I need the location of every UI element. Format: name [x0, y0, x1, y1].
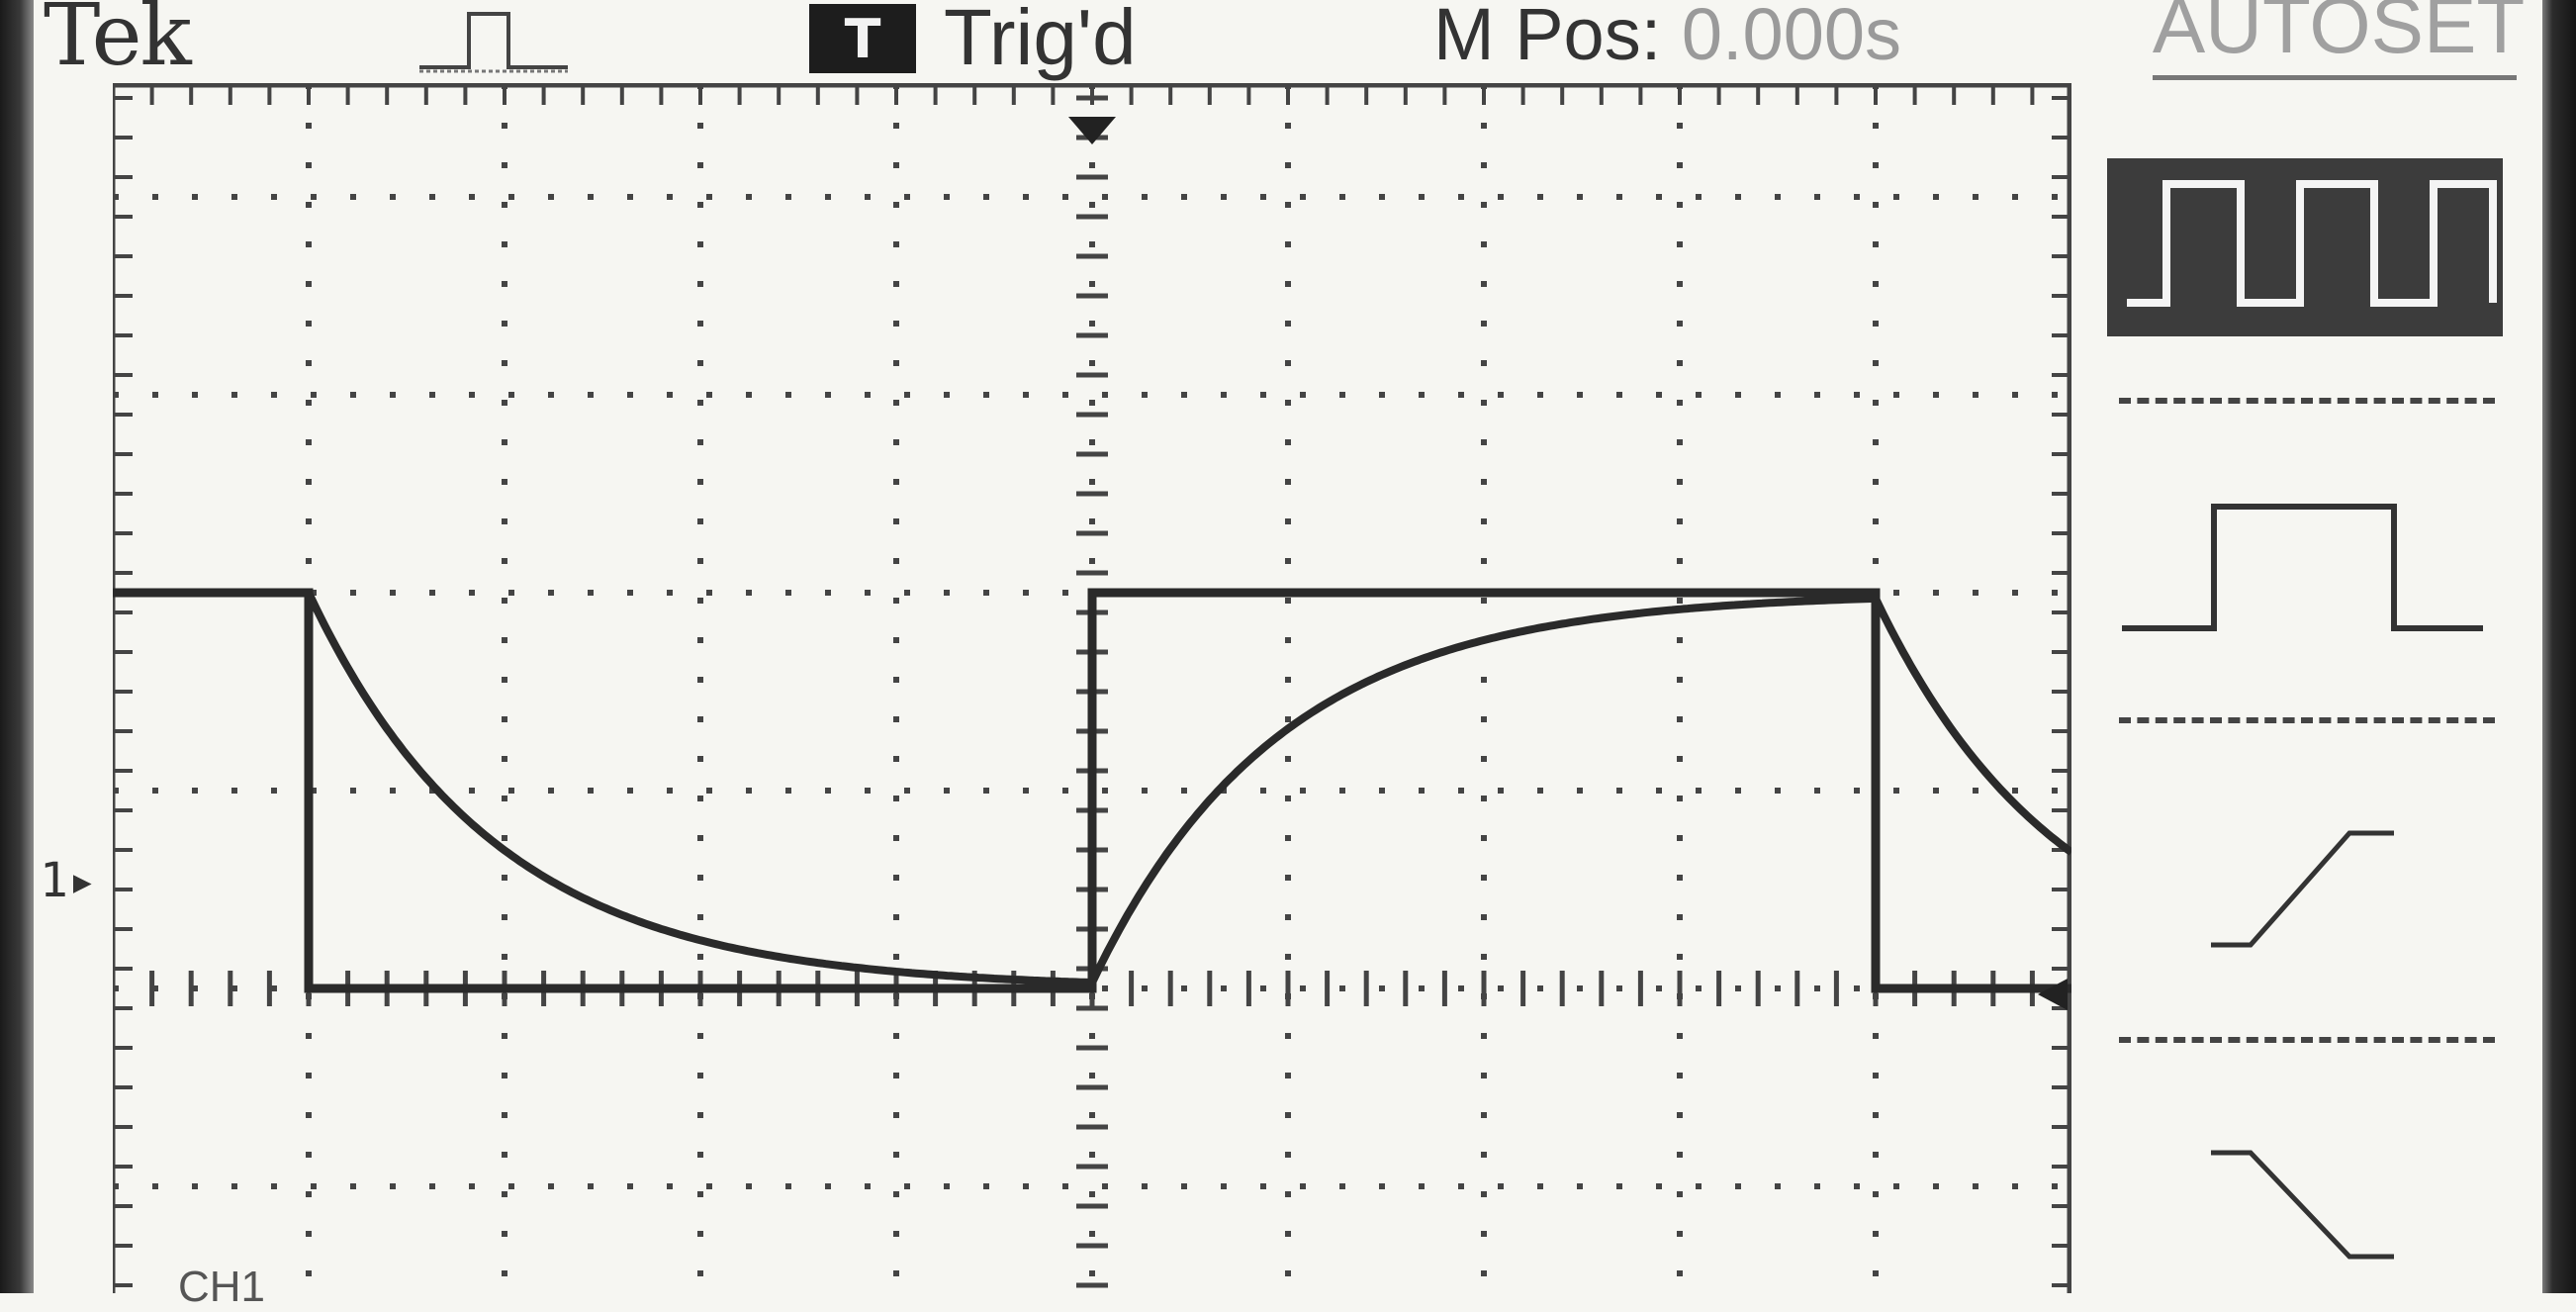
single-cycle-pulse-icon [2122, 504, 2483, 631]
square-wave-trace [113, 588, 2071, 993]
option-multi-cycle-square[interactable] [2107, 158, 2503, 336]
screen-bezel-left [0, 0, 34, 1293]
waveform-display [113, 83, 2071, 1293]
menu-title-divider [2153, 75, 2517, 80]
trigger-level-arrow-icon [2038, 979, 2068, 1010]
rc-response-trace [113, 589, 2071, 987]
channel-number: 1 [40, 853, 68, 908]
menu-title: AUTOSET [2152, 0, 2526, 69]
trigger-position-arrow-icon [1068, 117, 1116, 144]
rising-edge-icon [2211, 830, 2394, 948]
main-position-label: M Pos: [1433, 0, 1662, 75]
channel-ground-marker: 1▸ [40, 853, 97, 908]
channel-scale-readout: CH1 [178, 1263, 266, 1311]
multi-cycle-square-wave-icon [2127, 180, 2497, 307]
main-position-value: 0.000s [1681, 0, 1902, 75]
autoset-side-menu [2107, 148, 2503, 1293]
trigger-badge: T [809, 4, 916, 73]
graticule-svg [113, 83, 2071, 1293]
ground-arrow-icon: ▸ [67, 853, 97, 908]
menu-separator [2119, 717, 2495, 723]
option-single-cycle[interactable] [2107, 485, 2503, 663]
menu-separator [2119, 398, 2495, 404]
brand-logo: Tek [44, 0, 192, 85]
main-position-readout: M Pos: 0.000s [1433, 0, 1901, 76]
option-rising-edge[interactable] [2107, 801, 2503, 980]
edge-trigger-icon [419, 6, 617, 75]
screen-bezel-right [2542, 0, 2576, 1293]
trigger-status: Trig'd [944, 0, 1137, 81]
menu-separator [2119, 1037, 2495, 1043]
status-bar: Tek T Trig'd M Pos: 0.000s AUTOSET [34, 0, 2542, 85]
option-falling-edge[interactable] [2107, 1108, 2503, 1286]
falling-edge-icon [2211, 1150, 2394, 1260]
